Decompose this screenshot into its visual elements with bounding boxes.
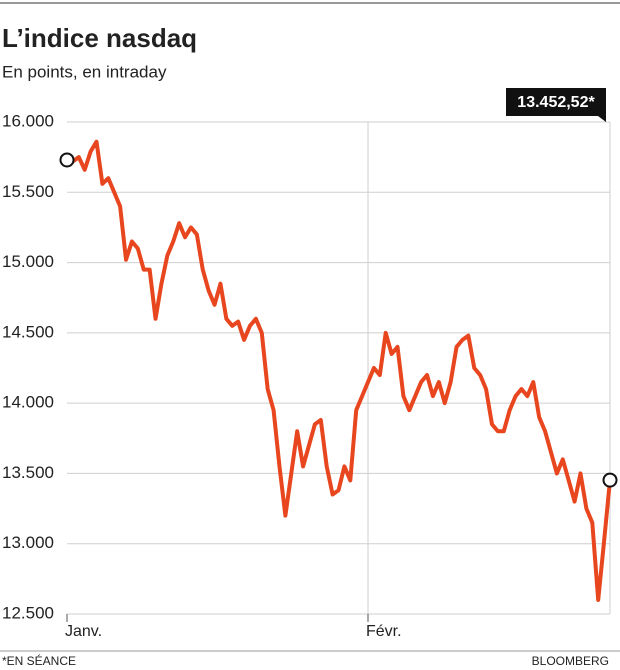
footnote: *EN SÉANCE <box>2 653 76 668</box>
end-marker <box>59 152 75 168</box>
source: BLOOMBERG <box>532 654 609 668</box>
series-line <box>66 139 612 602</box>
y-tick-label: 16.000 <box>2 111 54 130</box>
y-tick-label: 15.500 <box>2 182 54 201</box>
annotation-pointer <box>598 116 606 122</box>
y-tick-label: 15.000 <box>2 252 54 271</box>
y-tick-label: 13.500 <box>2 463 54 482</box>
annotation: 13.452,52* <box>517 94 595 111</box>
end-marker <box>602 472 618 488</box>
x-tick-label: Févr. <box>366 623 402 640</box>
y-tick-label: 14.500 <box>2 322 54 341</box>
annotation-box <box>506 88 606 116</box>
x-tick-label: Janv. <box>65 623 102 640</box>
chart-title: L’indice nasdaq <box>2 23 197 53</box>
chart-subtitle: En points, en intraday <box>2 62 167 81</box>
y-tick-label: 13.000 <box>2 533 54 552</box>
y-tick-label: 14.000 <box>2 393 54 412</box>
y-tick-label: 12.500 <box>2 603 54 622</box>
